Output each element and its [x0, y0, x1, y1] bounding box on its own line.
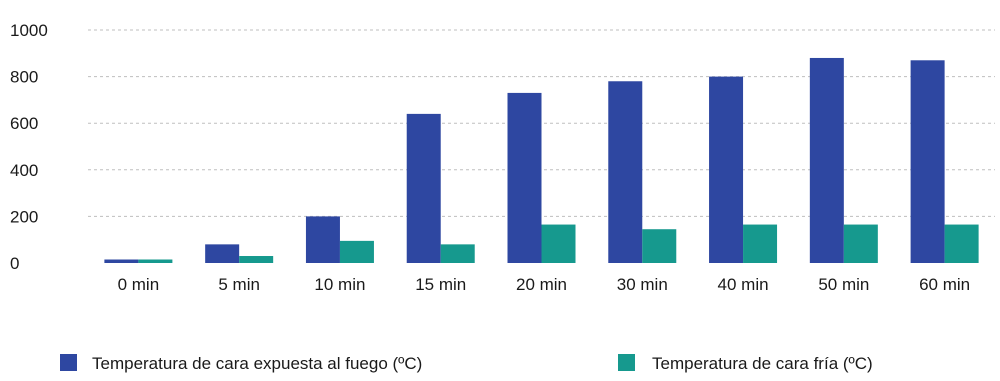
gridlines [88, 29, 995, 217]
legend-swatch-cold [618, 354, 635, 371]
bar-cold [843, 224, 878, 263]
y-tick-label: 1000 [10, 21, 48, 40]
legend: Temperatura de cara expuesta al fuego (º… [60, 354, 873, 373]
y-tick-label: 400 [10, 161, 38, 180]
x-tick-label: 30 min [617, 275, 668, 294]
x-tick-label: 60 min [919, 275, 970, 294]
bar-exposed [205, 244, 240, 263]
x-tick-label: 5 min [218, 275, 260, 294]
legend-swatch-exposed [60, 354, 77, 371]
y-axis-ticks: 0 200 400 600 800 1000 [10, 21, 48, 273]
bar-exposed [406, 113, 441, 263]
x-tick-label: 0 min [118, 275, 160, 294]
x-axis-ticks: 0 min 5 min 10 min 15 min 20 min 30 min 40 min… [118, 275, 971, 294]
bar-cold [743, 224, 778, 263]
bar-cold [440, 244, 475, 263]
legend-label-cold: Temperatura de cara fría (ºC) [652, 354, 873, 373]
bar-exposed [608, 81, 643, 263]
y-tick-label: 200 [10, 207, 38, 226]
legend-item-cold: Temperatura de cara fría (ºC) [618, 354, 873, 373]
bar-exposed [507, 92, 542, 263]
bar-cold [944, 224, 979, 263]
bar-exposed [910, 60, 945, 263]
x-tick-label: 15 min [415, 275, 466, 294]
bar-exposed [305, 216, 340, 263]
bar-cold [541, 224, 576, 263]
bar-cold [239, 256, 274, 263]
bar-cold [642, 229, 677, 263]
y-tick-label: 0 [10, 254, 19, 273]
x-tick-label: 20 min [516, 275, 567, 294]
bar-cold [138, 259, 173, 263]
x-tick-label: 40 min [718, 275, 769, 294]
bar-exposed [709, 76, 744, 263]
x-tick-label: 50 min [818, 275, 869, 294]
x-tick-label: 10 min [314, 275, 365, 294]
bar-cold [339, 240, 374, 263]
bar-exposed [104, 259, 139, 263]
bars [104, 57, 979, 264]
bar-exposed [809, 57, 844, 264]
y-tick-label: 800 [10, 68, 38, 87]
legend-item-exposed: Temperatura de cara expuesta al fuego (º… [60, 354, 422, 373]
y-tick-label: 600 [10, 114, 38, 133]
legend-label-exposed: Temperatura de cara expuesta al fuego (º… [92, 354, 422, 373]
